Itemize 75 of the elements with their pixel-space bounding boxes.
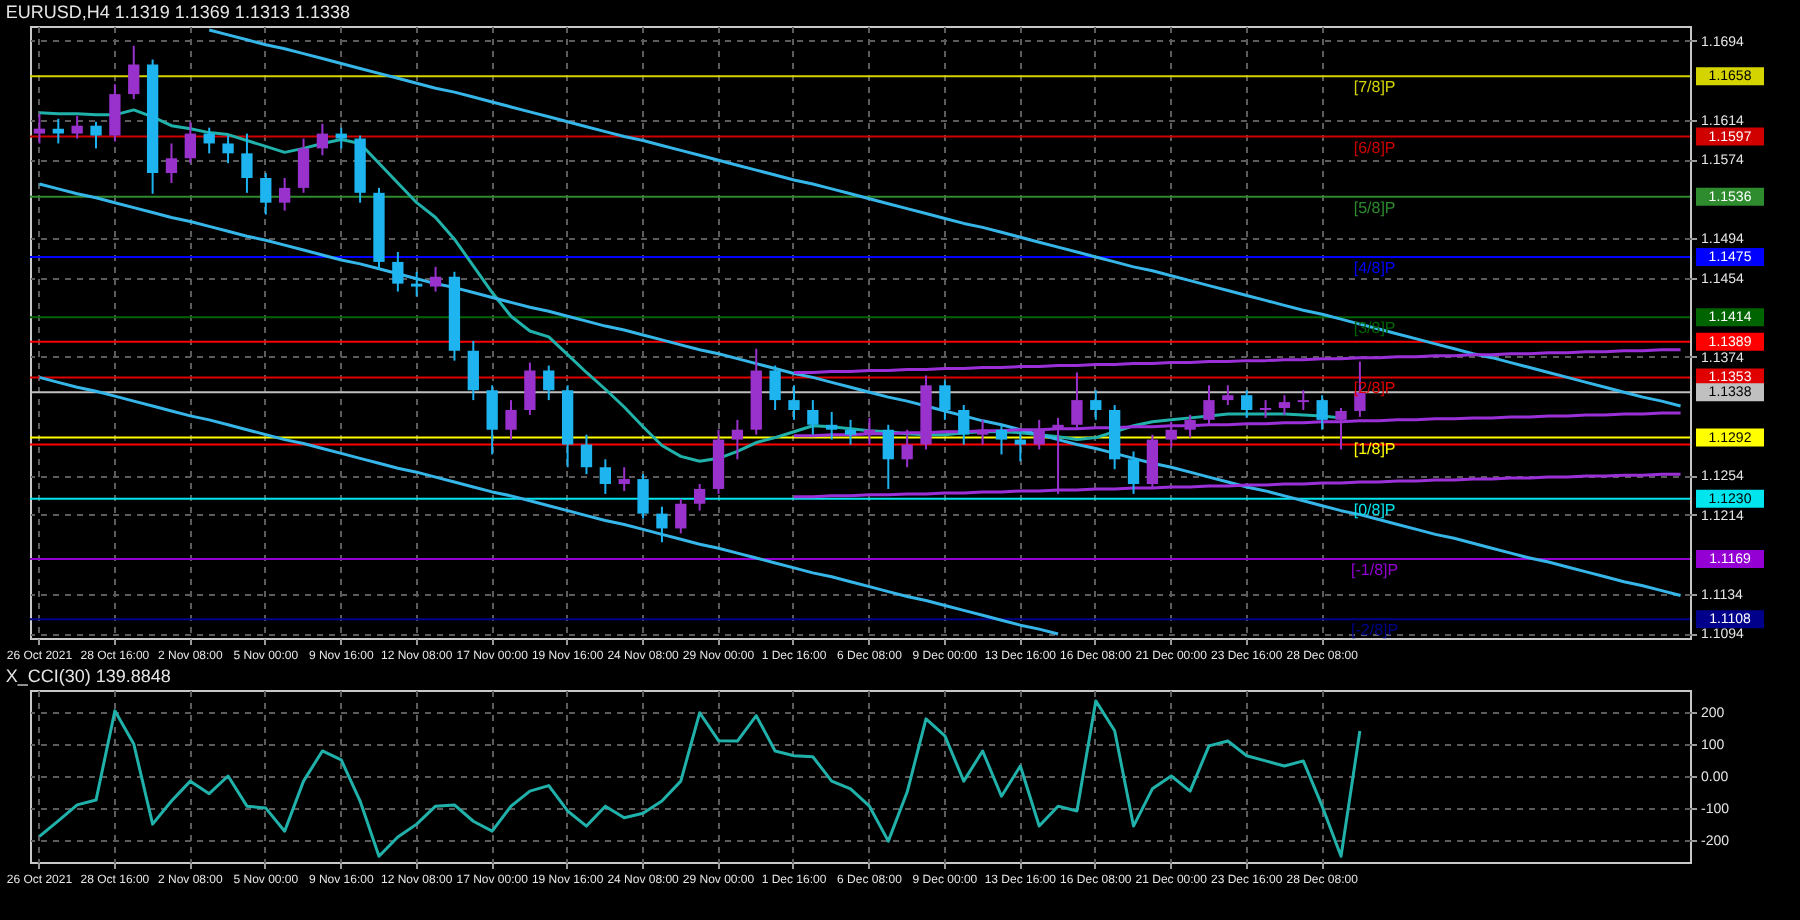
candlestick — [1184, 413, 1196, 439]
annotation: [-1/8]P — [1351, 561, 1399, 580]
candlestick — [769, 364, 781, 411]
line-series — [792, 348, 1683, 374]
candlestick — [128, 44, 140, 101]
candlestick — [1146, 433, 1159, 490]
candlestick — [1127, 450, 1140, 495]
candlestick — [694, 483, 706, 512]
candlestick — [411, 270, 423, 298]
candlestick — [826, 410, 838, 441]
annotation: [5/8]P — [1353, 198, 1396, 217]
candlestick — [1071, 371, 1083, 431]
candlestick — [580, 433, 593, 476]
chart-title: EURUSD,H4 1.1319 1.1369 1.1313 1.1338 — [5, 2, 350, 22]
candlestick — [543, 364, 555, 402]
candlestick — [392, 251, 404, 293]
line-series — [37, 375, 1060, 636]
candlestick — [316, 122, 329, 157]
line-series — [37, 182, 1683, 598]
candlestick — [1241, 389, 1253, 419]
candlestick — [939, 379, 951, 421]
candlestick — [1278, 394, 1291, 416]
candlestick — [467, 339, 479, 402]
candlestick — [524, 361, 536, 416]
candlestick — [109, 83, 121, 143]
annotation: [-2/8]P — [1351, 621, 1399, 640]
candlestick — [1203, 384, 1215, 426]
candlestick — [901, 428, 913, 469]
line-series — [207, 28, 1683, 408]
candlestick — [486, 384, 498, 456]
candlestick — [863, 416, 876, 446]
candlestick — [260, 172, 272, 216]
annotation: [4/8]P — [1353, 258, 1396, 277]
candlestick — [90, 120, 102, 150]
candlestick — [1033, 418, 1045, 451]
candlestick — [33, 112, 46, 145]
candlestick — [505, 399, 517, 441]
candlestick — [1297, 389, 1309, 411]
candlestick — [656, 505, 668, 544]
candlestick — [279, 177, 291, 212]
annotation: [0/8]P — [1353, 500, 1396, 519]
candlestick — [995, 423, 1008, 456]
candlestick — [71, 114, 83, 140]
candlestick — [1014, 430, 1026, 463]
candlestick — [1052, 416, 1064, 495]
candlestick — [882, 423, 894, 490]
candlestick — [429, 265, 442, 293]
candlestick — [1165, 420, 1177, 449]
candlestick — [844, 418, 857, 446]
candlestick — [807, 399, 819, 436]
candlestick — [637, 473, 649, 520]
candlestick — [958, 404, 970, 446]
chart-title: X_CCI(30) 139.8848 — [5, 666, 171, 686]
candlestick — [731, 418, 744, 461]
line-series — [37, 699, 1362, 858]
candlestick — [241, 132, 253, 194]
candlestick — [1090, 389, 1102, 421]
candlestick — [618, 466, 630, 492]
candlestick — [1335, 407, 1347, 451]
candlestick — [335, 126, 347, 150]
candlestick — [165, 142, 178, 184]
candlestick — [1316, 394, 1328, 431]
annotation: [7/8]P — [1353, 78, 1396, 97]
candlestick — [976, 418, 989, 446]
candlestick — [297, 137, 310, 194]
candlestick — [222, 134, 234, 165]
candlestick — [184, 120, 196, 165]
candlestick — [599, 458, 611, 495]
annotation: [6/8]P — [1353, 138, 1396, 157]
candlestick — [788, 384, 800, 421]
candlestick — [675, 497, 687, 535]
candlestick — [52, 117, 64, 145]
candlestick — [1222, 384, 1234, 407]
line-series — [792, 472, 1683, 499]
annotation: [1/8]P — [1353, 439, 1396, 458]
